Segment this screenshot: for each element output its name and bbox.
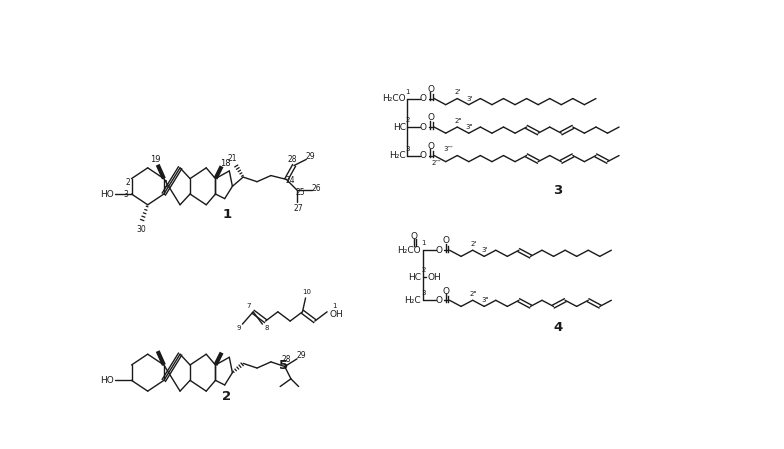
Text: 3: 3 xyxy=(554,185,563,198)
Text: HO: HO xyxy=(100,189,114,198)
Text: 30: 30 xyxy=(136,225,147,234)
Text: 7: 7 xyxy=(246,304,251,309)
Text: 3': 3' xyxy=(482,247,488,253)
Text: 8: 8 xyxy=(264,325,269,331)
Text: 29: 29 xyxy=(296,351,306,360)
Text: 2: 2 xyxy=(421,267,426,273)
Text: 2: 2 xyxy=(223,390,231,403)
Text: O: O xyxy=(427,113,434,122)
Text: 2″″: 2″″ xyxy=(432,160,441,166)
Text: 3: 3 xyxy=(405,145,410,152)
Text: 1: 1 xyxy=(405,88,410,95)
Text: 26: 26 xyxy=(311,184,321,193)
Text: O: O xyxy=(435,296,442,305)
Text: 3: 3 xyxy=(123,189,128,198)
Text: O: O xyxy=(420,94,426,103)
Text: 28: 28 xyxy=(281,355,291,364)
Text: H₂C: H₂C xyxy=(405,296,421,305)
Text: 1: 1 xyxy=(223,207,231,220)
Text: O: O xyxy=(443,237,450,246)
Text: O: O xyxy=(427,142,434,151)
Text: H₂CO: H₂CO xyxy=(397,246,421,255)
Text: H₂CO: H₂CO xyxy=(382,94,405,103)
Text: O: O xyxy=(420,123,426,132)
Text: 1: 1 xyxy=(163,180,168,189)
Text: 1: 1 xyxy=(332,303,337,308)
Text: 3″″: 3″″ xyxy=(444,145,454,152)
Text: 2: 2 xyxy=(406,117,410,123)
Text: 3: 3 xyxy=(421,291,426,296)
Text: 10: 10 xyxy=(302,289,310,295)
Text: HO: HO xyxy=(100,376,114,385)
Text: 2': 2' xyxy=(455,89,461,95)
Text: O: O xyxy=(427,85,434,94)
Text: 2": 2" xyxy=(470,291,477,297)
Text: 9: 9 xyxy=(236,325,241,331)
Text: 24: 24 xyxy=(285,176,295,185)
Text: 29: 29 xyxy=(305,152,315,161)
Text: O: O xyxy=(411,232,418,241)
Text: HC: HC xyxy=(393,123,405,132)
Text: 2": 2" xyxy=(454,118,462,124)
Text: OH: OH xyxy=(427,273,441,282)
Text: 3": 3" xyxy=(481,297,488,303)
Text: 18: 18 xyxy=(220,159,230,168)
Text: 3": 3" xyxy=(466,124,474,130)
Text: O: O xyxy=(420,151,426,160)
Text: 2': 2' xyxy=(470,241,477,247)
Text: 4: 4 xyxy=(554,321,563,334)
Text: 28: 28 xyxy=(288,155,297,164)
Text: 27: 27 xyxy=(294,204,303,213)
Text: 25: 25 xyxy=(296,188,305,197)
Text: O: O xyxy=(443,286,450,295)
Text: 3': 3' xyxy=(466,96,473,101)
Text: O: O xyxy=(435,246,442,255)
Text: HC: HC xyxy=(408,273,421,282)
Text: 5: 5 xyxy=(278,359,288,372)
Text: 21: 21 xyxy=(227,154,237,163)
Text: 2: 2 xyxy=(125,178,130,187)
Text: 1: 1 xyxy=(421,240,426,247)
Text: H₂C: H₂C xyxy=(389,151,405,160)
Text: OH: OH xyxy=(329,310,343,319)
Text: 19: 19 xyxy=(151,155,161,164)
